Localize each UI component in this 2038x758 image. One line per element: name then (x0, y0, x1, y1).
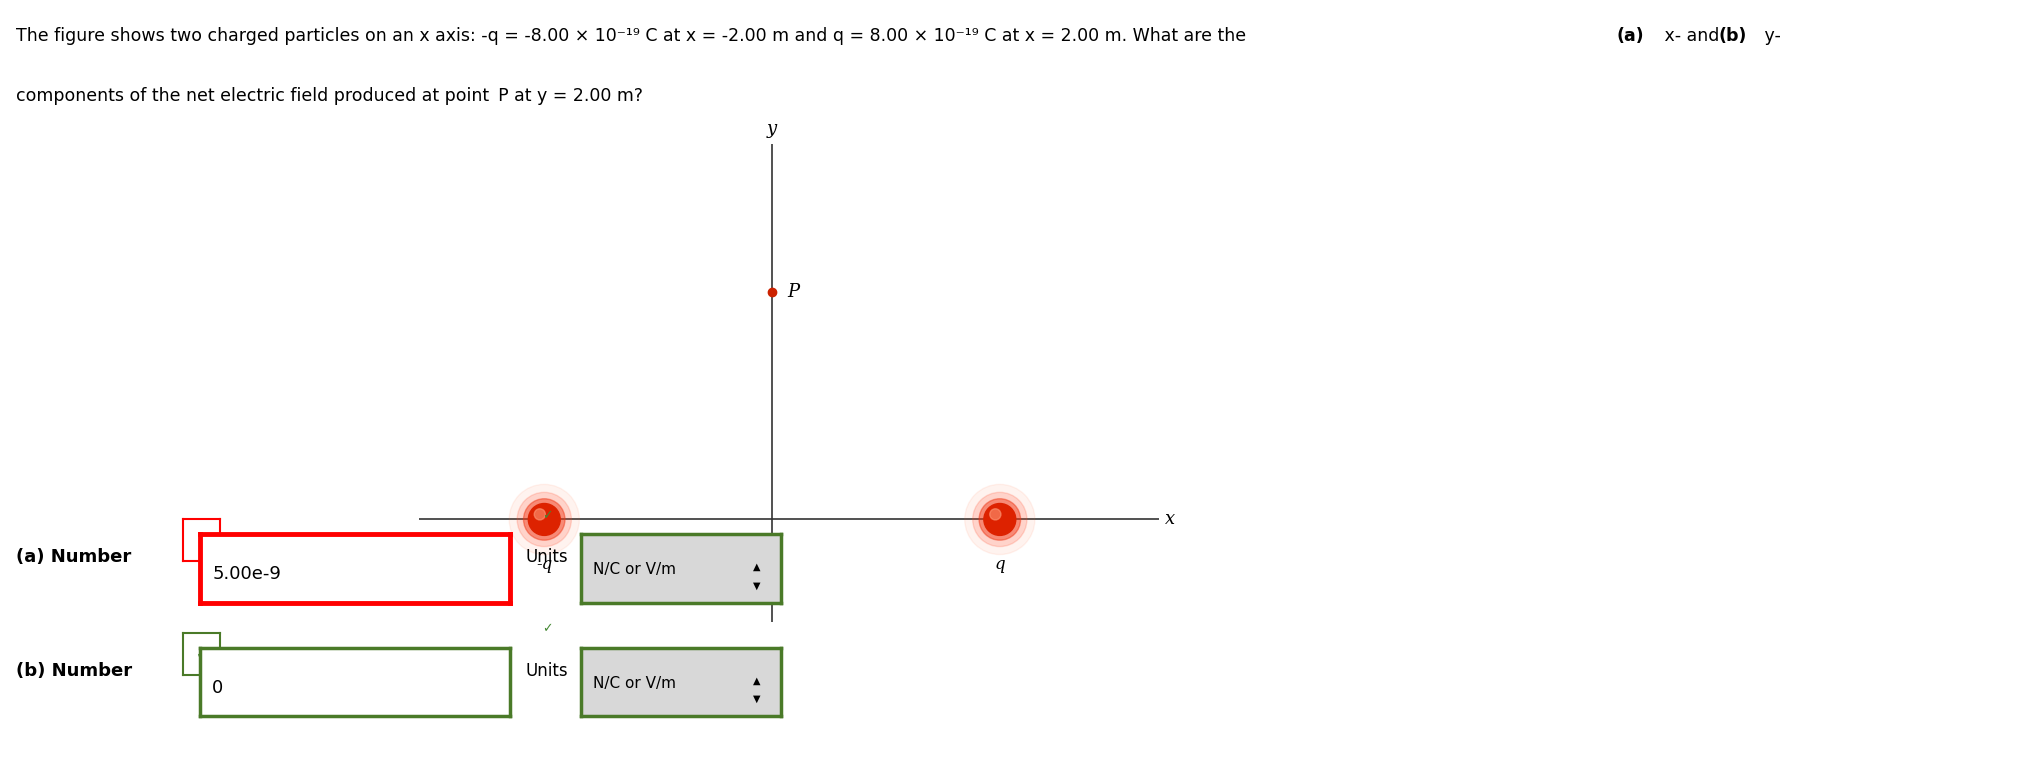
Text: y: y (766, 120, 776, 138)
Text: ▼: ▼ (752, 694, 760, 704)
Text: x- and: x- and (1659, 27, 1724, 45)
Text: P: P (787, 283, 799, 301)
Text: x: x (1166, 510, 1176, 528)
Text: (b): (b) (1718, 27, 1747, 45)
Text: Units: Units (526, 662, 569, 680)
Circle shape (972, 493, 1027, 547)
Text: ✓: ✓ (542, 622, 552, 636)
Circle shape (528, 503, 560, 535)
Text: (b) Number: (b) Number (16, 662, 132, 680)
Circle shape (964, 484, 1035, 555)
Text: q: q (995, 556, 1005, 573)
Text: -q: -q (536, 556, 552, 573)
Circle shape (518, 493, 571, 547)
Text: (a) Number: (a) Number (16, 548, 132, 566)
Text: Units: Units (526, 548, 569, 566)
Circle shape (978, 499, 1021, 540)
Text: 5.00e-9: 5.00e-9 (212, 565, 281, 583)
Circle shape (990, 509, 1001, 520)
Circle shape (534, 509, 546, 520)
Text: y-: y- (1759, 27, 1781, 45)
Text: ▲: ▲ (752, 676, 760, 686)
Text: components of the net electric field produced at point  P at y = 2.00 m?: components of the net electric field pro… (16, 87, 644, 105)
Text: ▼: ▼ (752, 581, 760, 590)
Text: ×: × (196, 533, 208, 547)
Circle shape (524, 499, 565, 540)
Text: (a): (a) (1616, 27, 1645, 45)
Text: 0: 0 (212, 678, 224, 697)
Circle shape (984, 503, 1015, 535)
Text: N/C or V/m: N/C or V/m (593, 562, 677, 578)
Text: ✓: ✓ (542, 509, 552, 522)
Circle shape (510, 484, 579, 555)
Text: ✓: ✓ (196, 647, 208, 661)
Text: N/C or V/m: N/C or V/m (593, 676, 677, 691)
Text: The figure shows two charged particles on an x axis: -q = -8.00 × 10⁻¹⁹ C at x =: The figure shows two charged particles o… (16, 27, 1251, 45)
Text: ▲: ▲ (752, 562, 760, 572)
